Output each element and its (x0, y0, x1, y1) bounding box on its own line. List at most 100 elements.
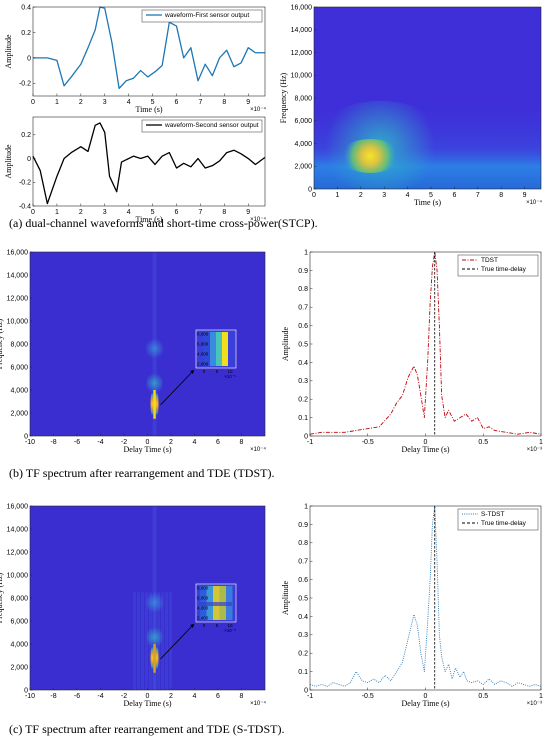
legend: waveform-First sensor output (141, 9, 263, 23)
legend-entry-0: S-TDST (481, 511, 505, 518)
y-tick-label: 0.8 (298, 540, 308, 547)
x-tick-label: 2 (359, 192, 363, 199)
y-tick-label: 0.3 (298, 632, 308, 639)
inset-x-tick: 5 (216, 623, 219, 628)
panel-tdst_map: 2,000 4,000 6,000 8,000 0 5 10×10⁻⁵ -10 -8 -6 -4 -2… (0, 249, 266, 454)
x-axis-label: Time (s) (135, 105, 162, 114)
x-tick-label: 4 (127, 209, 131, 216)
y-tick-label: 0.7 (298, 305, 308, 312)
y-tick-label: -0.2 (19, 81, 31, 88)
series-line-0 (32, 122, 266, 205)
y-tick-label: 0.1 (298, 669, 308, 676)
x-tick-label: 7 (476, 192, 480, 199)
x-tick-label: 6 (216, 439, 220, 446)
x-tick-label: -10 (25, 439, 35, 446)
y-tick-label: 4,000 (10, 641, 28, 648)
heatmap-column (137, 592, 141, 690)
heatmap-blob-0 (145, 335, 164, 362)
panel-tdst_curve: -1 -0.5 0 0.5 1 0 0.1 0.2 0.3 0.4 0.5 0.6 0.7 0.8 0.9 1… (281, 249, 543, 454)
x-tick-label: -0.5 (362, 439, 374, 446)
x-tick-label: -6 (74, 439, 80, 446)
x-exponent-label: ×10⁻³ (527, 701, 542, 707)
x-tick-label: -0.5 (362, 693, 374, 700)
y-tick-label: 10,000 (291, 73, 313, 80)
inset-cell (204, 332, 210, 366)
legend-entry-1: True time-delay (481, 266, 527, 273)
inset-band (200, 602, 232, 606)
legend: S-TDST True time-delay (457, 508, 539, 531)
y-axis-label: Amplitude (281, 326, 290, 361)
legend-box (141, 119, 263, 133)
y-tick-label: 0.5 (298, 595, 308, 602)
legend-entry-0: waveform-Second sensor output (164, 122, 259, 129)
x-tick-label: 3 (382, 192, 386, 199)
y-tick-label: 0 (304, 433, 308, 440)
x-tick-label: -10 (25, 693, 35, 700)
inset-exponent: ×10⁻⁵ (224, 374, 236, 379)
caption-b: (b) TF spectrum after rearrangement and … (9, 466, 275, 480)
x-tick-label: -8 (50, 693, 56, 700)
panel-stdst_map: 2,400 4,000 6,000 8,000 0 5 10×10⁻⁵ -10 -8 -6 -4 -2… (0, 503, 266, 708)
series-line-0 (33, 6, 265, 90)
y-tick-label: -0.2 (19, 180, 31, 187)
inset-cell (222, 332, 228, 366)
series-line-0 (309, 251, 542, 435)
y-tick-label: 0 (27, 156, 31, 163)
caption-c: (c) TF spectrum after rearrangement and … (9, 722, 285, 736)
y-tick-label: 0.5 (298, 341, 308, 348)
y-tick-label: 0.4 (298, 360, 308, 367)
x-tick-label: 2 (169, 439, 173, 446)
y-tick-label: 0.6 (298, 577, 308, 584)
x-tick-label: -8 (50, 439, 56, 446)
x-tick-label: 0 (424, 439, 428, 446)
x-tick-label: -1 (307, 693, 313, 700)
heatmap-column (161, 592, 165, 690)
y-axis-label: Frequency (Hz) (279, 72, 288, 123)
axes-frame (32, 116, 266, 207)
y-tick-label: 4,000 (10, 387, 28, 394)
heatmap-column (165, 592, 169, 690)
inset-y-tick: 8,000 (197, 586, 209, 591)
x-tick-label: -2 (121, 693, 127, 700)
inset-x-tick: 10 (227, 623, 233, 628)
x-tick-label: 0 (146, 439, 150, 446)
y-tick-label: 0.4 (298, 614, 308, 621)
y-tick-label: 2,000 (294, 164, 312, 171)
zoom-arrow (160, 623, 195, 660)
heatmap-blob-1 (146, 626, 163, 649)
inset-y-tick: 2,000 (197, 362, 209, 367)
y-tick-label: 0.7 (298, 559, 308, 566)
y-axis-label: Amplitude (281, 580, 290, 615)
legend-entry-0: waveform-First sensor output (164, 12, 249, 19)
legend: waveform-Second sensor output (141, 119, 263, 133)
x-tick-label: 6 (452, 192, 456, 199)
y-tick-label: 10,000 (7, 318, 29, 325)
x-tick-label: 0 (31, 99, 35, 106)
x-tick-label: 5 (151, 209, 155, 216)
heatmap-blob-1 (146, 372, 163, 395)
x-tick-label: -2 (121, 439, 127, 446)
inset-zoom: 2,000 4,000 6,000 8,000 0 5 10×10⁻⁵ (195, 329, 237, 379)
legend: TDST True time-delay (457, 254, 539, 277)
y-tick-label: 6,000 (10, 618, 28, 625)
y-tick-label: 12,000 (7, 549, 29, 556)
y-tick-label: 0.3 (298, 378, 308, 385)
x-exponent-label: ×10⁻⁴ (526, 199, 542, 206)
x-tick-label: 9 (246, 209, 250, 216)
y-axis-label: Amplitude (4, 34, 13, 69)
heatmap-column (133, 592, 137, 690)
x-axis-label: Delay Time (s) (402, 699, 450, 708)
inset-y-tick: 6,000 (197, 342, 209, 347)
x-tick-label: 1 (539, 439, 543, 446)
y-tick-label: 12,000 (7, 295, 29, 302)
y-tick-label: 8,000 (10, 341, 28, 348)
heatmap-cells (145, 252, 164, 436)
panel-stdst_curve: -1 -0.5 0 0.5 1 0 0.1 0.2 0.3 0.4 0.5 0.6 0.7 0.8 0.9 1… (281, 503, 543, 708)
y-tick-label: 0.6 (298, 323, 308, 330)
inset-x-tick: 0 (203, 369, 206, 374)
inset-y-tick: 8,000 (197, 332, 209, 337)
y-tick-label: 0 (304, 687, 308, 694)
heatmap-hotspot (340, 139, 401, 174)
y-tick-label: 16,000 (7, 249, 29, 256)
x-tick-label: 4 (193, 439, 197, 446)
